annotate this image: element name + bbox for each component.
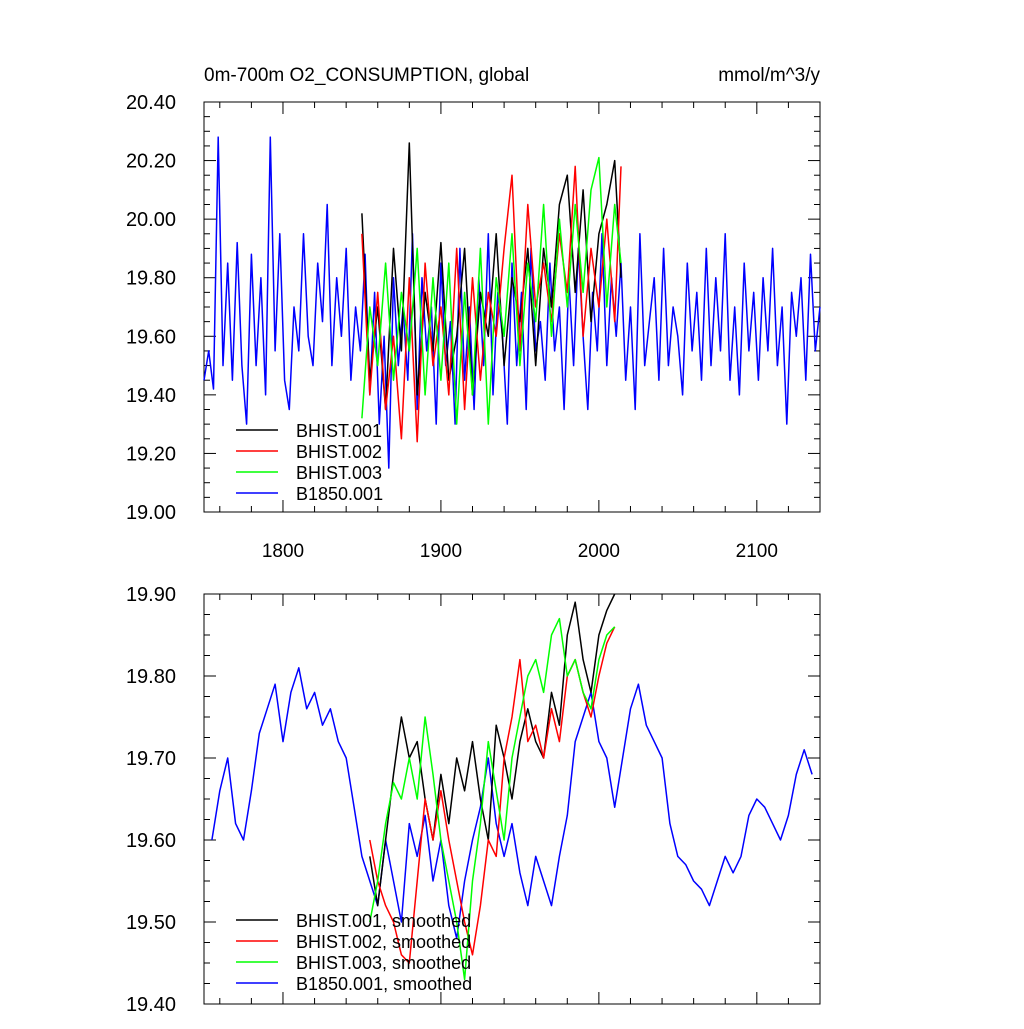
x-tick-label: 2000	[578, 541, 620, 562]
top-panel-title: 0m-700m O2_CONSUMPTION, global	[204, 65, 529, 86]
legend-label: BHIST.003, smoothed	[296, 953, 471, 973]
legend-label: BHIST.001, smoothed	[296, 911, 471, 931]
series-line-0	[369, 593, 616, 907]
y-tick-label: 19.50	[126, 912, 176, 934]
series-line-2	[361, 156, 622, 425]
bottom-axis-ticks: 19.40 19.50 19.60 19.70 19.80 19.90	[126, 584, 821, 1016]
x-tick-label: 2100	[736, 541, 778, 562]
series-line-3	[211, 667, 813, 940]
bottom-panel: 19.40 19.50 19.60 19.70 19.80 19.90 BHIST.001…	[126, 584, 821, 1016]
y-tick-label: 19.40	[126, 994, 176, 1016]
y-tick-label: 19.60	[126, 326, 176, 348]
y-tick-label: 19.70	[126, 748, 176, 770]
legend-label: BHIST.003	[296, 463, 382, 483]
top-series-group	[203, 136, 821, 469]
y-tick-label: 19.60	[126, 830, 176, 852]
series-line-3	[203, 136, 821, 469]
y-tick-label: 20.40	[126, 92, 176, 114]
x-tick-label: 1900	[420, 541, 462, 562]
legend-label: B1850.001, smoothed	[296, 974, 472, 994]
legend-label: B1850.001	[296, 484, 383, 504]
series-line-2	[369, 617, 616, 981]
y-tick-label: 19.20	[126, 443, 176, 465]
x-tick-label: 1800	[262, 541, 304, 562]
y-tick-label: 19.80	[126, 268, 176, 290]
legend-label: BHIST.001	[296, 421, 382, 441]
y-tick-label: 20.00	[126, 209, 176, 231]
legend-label: BHIST.002, smoothed	[296, 932, 471, 952]
y-tick-label: 19.90	[126, 584, 176, 606]
top-axis-ticks: 1800 1900 2000 2100 19.00 19.20 19.40 19.60 19.8…	[126, 92, 821, 562]
y-tick-label: 20.20	[126, 151, 176, 173]
y-tick-label: 19.40	[126, 385, 176, 407]
legend-label: BHIST.002	[296, 442, 382, 462]
y-tick-label: 19.80	[126, 666, 176, 688]
top-panel: 0m-700m O2_CONSUMPTION, global mmol/m^3/…	[126, 65, 821, 562]
bottom-series-group	[211, 593, 813, 981]
top-panel-units: mmol/m^3/y	[718, 65, 820, 86]
y-tick-label: 19.00	[126, 502, 176, 524]
